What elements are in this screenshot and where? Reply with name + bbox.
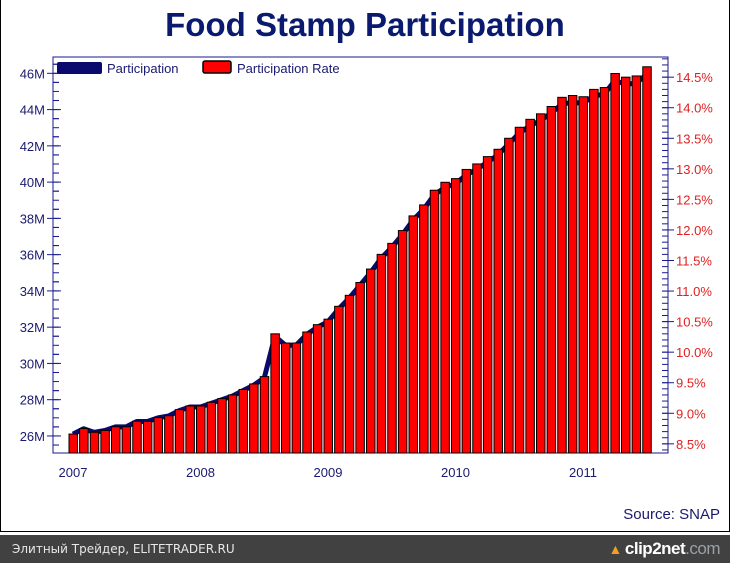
left-tick-label: 26M <box>20 429 45 444</box>
participation-rate-bar <box>79 428 89 454</box>
participation-rate-bar <box>227 394 238 454</box>
legend-swatch-rate <box>202 60 232 74</box>
participation-rate-bar <box>578 96 588 454</box>
participation-rate-bar <box>525 118 535 454</box>
participation-rate-bar <box>217 398 227 454</box>
participation-rate-bar <box>419 204 429 454</box>
participation-rate-bar <box>429 189 440 454</box>
participation-rate-bar <box>238 388 248 454</box>
participation-rate-bar <box>153 417 163 454</box>
upload-arrow-icon: ▲ <box>608 541 623 557</box>
participation-rate-bar <box>408 215 418 454</box>
left-tick-label: 38M <box>20 211 45 226</box>
right-tick-label: 14.0% <box>676 101 713 116</box>
participation-rate-bar <box>312 324 323 454</box>
left-tick-label: 28M <box>20 393 45 408</box>
participation-rate-bar <box>461 168 472 454</box>
left-tick-label: 32M <box>20 320 45 335</box>
footer-bar: Элитный Трейдер, ELITETRADER.RU ▲ clip2ne… <box>0 535 730 563</box>
participation-rate-bar <box>355 282 365 454</box>
participation-rate-bar <box>174 409 185 454</box>
right-tick-label: 12.0% <box>676 223 713 238</box>
legend-label-participation: Participation <box>107 61 179 76</box>
participation-rate-bar <box>185 405 195 454</box>
right-tick-label: 9.5% <box>676 376 706 391</box>
participation-rate-bar <box>291 342 302 454</box>
right-tick-label: 13.5% <box>676 131 713 146</box>
participation-rate-bar <box>270 333 280 454</box>
participation-rate-bar <box>642 66 652 454</box>
participation-rate-bar <box>142 420 153 454</box>
right-tick-label: 10.5% <box>676 315 713 330</box>
participation-rate-bar <box>249 383 259 454</box>
right-tick-label: 9.0% <box>676 406 706 421</box>
participation-rate-bar <box>440 181 450 454</box>
participation-rate-bar <box>100 429 110 454</box>
right-tick-label: 11.0% <box>676 284 712 299</box>
footer-site-text: Элитный Трейдер, ELITETRADER.RU <box>12 542 235 556</box>
participation-rate-bar <box>546 106 557 454</box>
participation-rate-bar <box>536 113 546 454</box>
participation-rate-bar <box>557 96 567 454</box>
left-tick-label: 46M <box>20 66 45 81</box>
x-tick-label: 2011 <box>569 465 597 480</box>
participation-rate-bar <box>121 426 132 454</box>
participation-rate-bar <box>621 76 631 454</box>
participation-rate-bar <box>514 126 525 454</box>
participation-rate-bar <box>132 420 142 454</box>
participation-rate-bar <box>472 163 482 454</box>
participation-rate-bar <box>504 137 514 454</box>
right-tick-label: 12.5% <box>676 192 713 207</box>
participation-rate-bar <box>344 294 355 454</box>
right-tick-label: 13.0% <box>676 162 713 177</box>
right-tick-label: 10.0% <box>676 345 713 360</box>
x-tick-label: 2008 <box>186 465 215 480</box>
right-tick-label: 14.5% <box>676 70 713 85</box>
right-tick-label: 11.5% <box>676 254 712 269</box>
x-tick-label: 2010 <box>441 465 470 480</box>
participation-rate-bar <box>610 73 620 454</box>
x-tick-label: 2009 <box>314 465 343 480</box>
left-tick-label: 36M <box>20 248 45 263</box>
chart-plot: 26M 28M 30M 32M 34M 36M 38M 40M 42M 44M 46M 8.5% 9.0… <box>20 56 713 480</box>
participation-rate-bar <box>334 305 344 454</box>
left-tick-label: 40M <box>20 175 45 190</box>
brand-main: clip2net <box>624 539 686 558</box>
participation-rate-bar <box>206 401 217 454</box>
participation-rate-bar <box>164 415 174 454</box>
clip2net-logo[interactable]: ▲ clip2net.com <box>608 539 721 559</box>
brand-suffix: .com <box>685 539 720 558</box>
participation-rate-bar <box>259 376 270 454</box>
participation-rate-bar <box>376 253 387 454</box>
participation-rate-bar <box>589 88 599 454</box>
source-note: Source: SNAP <box>623 506 720 523</box>
participation-rate-bar <box>68 433 78 454</box>
chart-title: Food Stamp Participation <box>165 6 565 43</box>
left-tick-label: 44M <box>20 103 45 118</box>
legend-swatch-participation <box>57 62 102 74</box>
participation-rate-bar <box>631 75 642 454</box>
participation-rate-bar <box>451 178 461 454</box>
participation-rate-bar <box>387 242 397 454</box>
participation-rate-bar <box>323 318 333 454</box>
x-tick-label: 2007 <box>59 465 88 480</box>
left-tick-label: 30M <box>20 356 45 371</box>
participation-rate-bar <box>567 95 578 454</box>
participation-rate-bar <box>366 268 376 454</box>
left-tick-label: 34M <box>20 284 45 299</box>
participation-rate-bar <box>493 148 503 454</box>
legend-label-rate: Participation Rate <box>237 61 340 76</box>
participation-rate-bar <box>89 431 100 454</box>
participation-rate-bar <box>482 156 493 454</box>
left-tick-label: 42M <box>20 139 45 154</box>
right-tick-label: 8.5% <box>676 437 706 452</box>
participation-rate-bar <box>196 405 206 454</box>
participation-rate-bar <box>599 87 610 454</box>
participation-rate-bar <box>111 426 121 454</box>
participation-rate-bar <box>302 331 312 454</box>
participation-rate-bar <box>281 342 291 454</box>
participation-rate-bar <box>397 230 408 454</box>
